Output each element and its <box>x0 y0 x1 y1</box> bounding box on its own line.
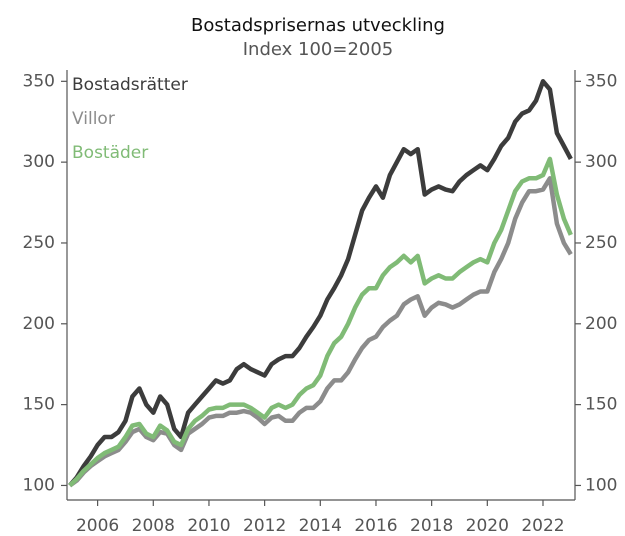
y2-tick-label: 150 <box>585 395 617 415</box>
chart-title: Bostadsprisernas utveckling <box>191 15 445 36</box>
series-line <box>68 176 573 488</box>
x-tick-label: 2010 <box>187 516 230 536</box>
x-tick-label: 2006 <box>76 516 119 536</box>
legend-label: Villor <box>72 109 115 129</box>
x-tick-label: 2012 <box>243 516 286 536</box>
series-line <box>68 156 573 488</box>
y2-tick-label: 300 <box>585 152 617 172</box>
x-tick-label: 2016 <box>354 516 397 536</box>
y-tick-label: 200 <box>23 314 55 334</box>
y-tick-label: 150 <box>23 395 55 415</box>
legend-label: Bostäder <box>72 143 148 163</box>
y2-tick-label: 250 <box>585 233 617 253</box>
x-tick-label: 2020 <box>466 516 509 536</box>
y-tick-label: 100 <box>23 475 55 495</box>
legend-label: Bostadsrätter <box>72 75 188 95</box>
series-line <box>68 79 573 487</box>
y2-tick-label: 200 <box>585 314 617 334</box>
chart-subtitle: Index 100=2005 <box>243 39 394 60</box>
y2-tick-label: 100 <box>585 475 617 495</box>
y2-tick-label: 350 <box>585 71 617 91</box>
x-tick-label: 2022 <box>521 516 564 536</box>
x-tick-label: 2014 <box>299 516 342 536</box>
y-tick-label: 250 <box>23 233 55 253</box>
x-tick-label: 2018 <box>410 516 453 536</box>
y-tick-label: 350 <box>23 71 55 91</box>
x-tick-label: 2008 <box>132 516 175 536</box>
y-tick-label: 300 <box>23 152 55 172</box>
